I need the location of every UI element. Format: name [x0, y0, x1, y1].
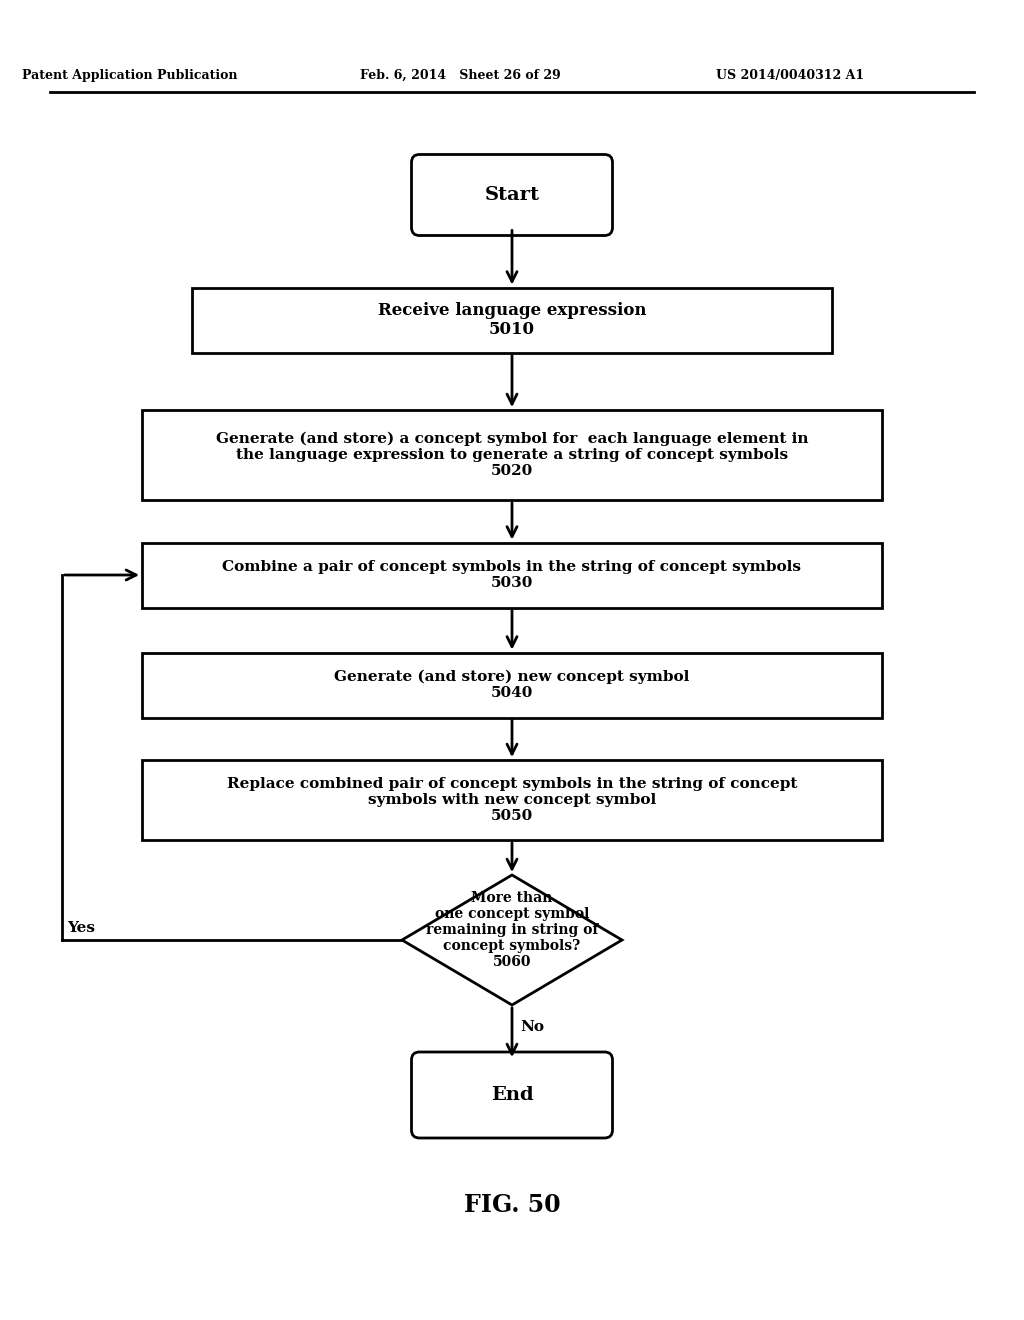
- Text: Receive language expression
5010: Receive language expression 5010: [378, 302, 646, 338]
- Polygon shape: [402, 875, 622, 1005]
- Text: Combine a pair of concept symbols in the string of concept symbols
5030: Combine a pair of concept symbols in the…: [222, 560, 802, 590]
- Text: Generate (and store) new concept symbol
5040: Generate (and store) new concept symbol …: [334, 669, 690, 701]
- Bar: [142, 543, 882, 607]
- Text: Yes: Yes: [67, 921, 95, 935]
- FancyBboxPatch shape: [412, 1052, 612, 1138]
- Bar: [142, 652, 882, 718]
- Text: Replace combined pair of concept symbols in the string of concept
symbols with n: Replace combined pair of concept symbols…: [226, 776, 798, 824]
- Text: US 2014/0040312 A1: US 2014/0040312 A1: [716, 69, 864, 82]
- Text: Patent Application Publication: Patent Application Publication: [23, 69, 238, 82]
- FancyBboxPatch shape: [412, 154, 612, 235]
- Text: More than
one concept symbol
remaining in string of
concept symbols?
5060: More than one concept symbol remaining i…: [426, 891, 598, 969]
- Bar: [142, 411, 882, 500]
- Text: Start: Start: [484, 186, 540, 205]
- Text: No: No: [520, 1020, 544, 1034]
- Text: FIG. 50: FIG. 50: [464, 1193, 560, 1217]
- Bar: [193, 288, 831, 352]
- Text: Feb. 6, 2014   Sheet 26 of 29: Feb. 6, 2014 Sheet 26 of 29: [359, 69, 560, 82]
- Bar: [142, 760, 882, 840]
- Text: Generate (and store) a concept symbol for  each language element in
the language: Generate (and store) a concept symbol fo…: [216, 432, 808, 478]
- Text: End: End: [490, 1086, 534, 1104]
